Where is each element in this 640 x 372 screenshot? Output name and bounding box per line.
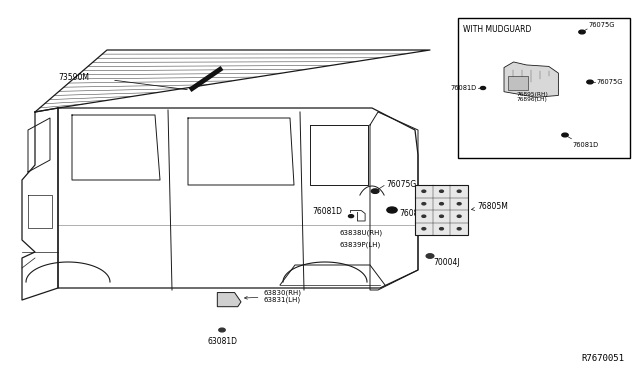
Circle shape [440, 190, 444, 192]
Circle shape [457, 228, 461, 230]
Circle shape [387, 207, 397, 213]
Circle shape [440, 228, 444, 230]
Text: 76081D: 76081D [312, 207, 342, 216]
Text: 63839P(LH): 63839P(LH) [340, 242, 381, 248]
Circle shape [587, 80, 593, 84]
Circle shape [579, 30, 585, 34]
Text: 76895(RH): 76895(RH) [517, 92, 548, 97]
Circle shape [422, 190, 426, 192]
Text: 63838U(RH): 63838U(RH) [340, 230, 383, 237]
Text: 76081D: 76081D [573, 142, 599, 148]
Circle shape [481, 87, 486, 90]
Circle shape [457, 190, 461, 192]
Text: WITH MUDGUARD: WITH MUDGUARD [463, 25, 531, 35]
Text: 76075G: 76075G [588, 22, 615, 28]
Circle shape [348, 215, 353, 218]
Text: 70004J: 70004J [433, 258, 460, 267]
Bar [415, 185, 468, 235]
Circle shape [422, 203, 426, 205]
Circle shape [457, 215, 461, 217]
Circle shape [426, 254, 434, 258]
Polygon shape [218, 292, 241, 307]
Circle shape [219, 328, 225, 332]
Circle shape [440, 215, 444, 217]
Text: 76081P: 76081P [400, 209, 428, 218]
Text: 63830(RH)
63831(LH): 63830(RH) 63831(LH) [244, 289, 301, 303]
Text: 76075G: 76075G [386, 180, 416, 189]
Text: 76896(LH): 76896(LH) [517, 97, 548, 102]
Bar [458, 18, 630, 158]
Polygon shape [504, 62, 559, 97]
Circle shape [457, 203, 461, 205]
Circle shape [371, 189, 379, 193]
Bar [509, 76, 528, 90]
Text: 76081D: 76081D [451, 85, 477, 91]
Text: 76075G: 76075G [596, 79, 623, 85]
Circle shape [422, 215, 426, 217]
Circle shape [422, 228, 426, 230]
Text: 63081D: 63081D [207, 337, 237, 346]
Text: 76805M: 76805M [472, 202, 508, 211]
Circle shape [562, 133, 568, 137]
Text: 73590M: 73590M [59, 74, 90, 83]
Text: R7670051: R7670051 [581, 354, 624, 363]
Circle shape [440, 203, 444, 205]
